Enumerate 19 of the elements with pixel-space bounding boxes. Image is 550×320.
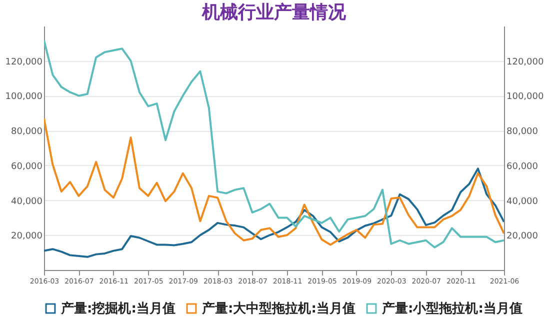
y2-tick-label: 60,000	[506, 162, 538, 172]
line-series	[44, 168, 504, 258]
y-tick-label: 120,000	[5, 57, 43, 68]
chart-title: 机械行业产量情况	[201, 2, 347, 23]
y-tick-label: 40,000	[11, 196, 43, 207]
line-series	[44, 117, 504, 246]
y2-tick-label: 20,000	[506, 232, 538, 242]
legend-label: 产量:小型拖拉机:当月值	[381, 300, 522, 317]
y-tick-label: 80,000	[11, 127, 43, 138]
y-tick-label: 20,000	[11, 232, 43, 242]
y2-tick-label: 100,000	[506, 92, 544, 102]
y-tick-label: 60,000	[11, 162, 43, 172]
y2-tick-label: 80,000	[506, 127, 538, 138]
line-series	[44, 39, 504, 248]
y2-tick-label: 40,000	[506, 196, 538, 207]
legend-label: 产量:大中型拖拉机:当月值	[201, 300, 356, 317]
y-tick-label: 100,000	[5, 92, 43, 102]
y2-tick-label: 120,000	[506, 57, 544, 68]
legend-label: 产量:挖掘机:当月值	[60, 300, 176, 317]
